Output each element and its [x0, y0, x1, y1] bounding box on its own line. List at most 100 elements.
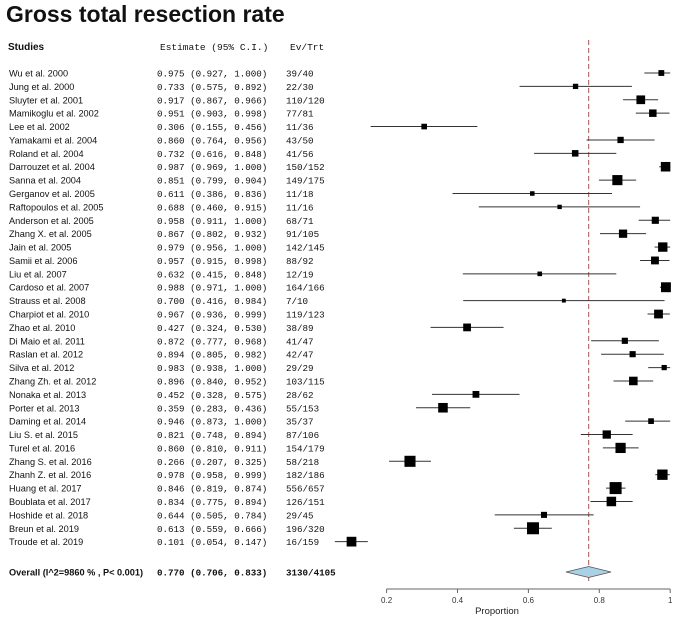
study-estimate: 0.894 (0.805, 0.982) — [157, 350, 267, 361]
study-point-marker — [658, 242, 668, 252]
study-estimate: 0.611 (0.386, 0.836) — [157, 189, 267, 200]
study-events: 29/29 — [286, 363, 314, 374]
study-events: 7/10 — [286, 296, 308, 307]
study-events: 103/115 — [286, 376, 325, 387]
study-events: 556/657 — [286, 484, 325, 495]
study-point-marker — [649, 109, 657, 117]
study-estimate: 0.846 (0.819, 0.874) — [157, 484, 267, 495]
study-point-marker — [615, 442, 626, 454]
study-estimate: 0.957 (0.915, 0.998) — [157, 256, 267, 267]
study-point-marker — [609, 482, 622, 495]
study-point-marker — [654, 309, 663, 319]
study-events: 110/120 — [286, 95, 325, 106]
study-point-marker — [636, 95, 646, 105]
study-estimate: 0.306 (0.155, 0.456) — [157, 122, 267, 133]
study-events: 58/218 — [286, 457, 319, 468]
study-events: 154/179 — [286, 443, 325, 454]
study-point-marker — [618, 229, 628, 238]
study-name: Anderson et al. 2005 — [9, 216, 94, 226]
study-events: 77/81 — [286, 109, 314, 120]
study-name: Mamikoglu et al. 2002 — [9, 109, 99, 119]
study-events: 88/92 — [286, 256, 314, 267]
study-name: Yamakami et al. 2004 — [9, 135, 97, 145]
study-point-marker — [561, 298, 566, 303]
study-estimate: 0.644 (0.505, 0.784) — [157, 510, 267, 521]
study-point-marker — [527, 522, 540, 535]
study-estimate: 0.951 (0.903, 0.998) — [157, 109, 267, 120]
study-events: 11/36 — [286, 122, 314, 133]
x-axis-tick-label: 0.8 — [594, 596, 606, 605]
study-estimate: 0.452 (0.328, 0.575) — [157, 390, 267, 401]
study-estimate: 0.821 (0.748, 0.894) — [157, 430, 267, 441]
study-name: Boublata et al. 2017 — [9, 497, 91, 507]
study-name: Sluyter et al. 2001 — [9, 95, 83, 105]
study-events: 42/47 — [286, 350, 314, 361]
study-events: 22/30 — [286, 82, 314, 93]
header-events: Ev/Trt — [290, 42, 324, 53]
study-estimate: 0.632 (0.415, 0.848) — [157, 269, 267, 280]
header-studies: Studies — [8, 42, 45, 53]
study-estimate: 0.867 (0.802, 0.932) — [157, 229, 267, 240]
study-name: Di Maio et al. 2011 — [9, 336, 85, 346]
study-estimate: 0.967 (0.936, 0.999) — [157, 310, 267, 321]
study-name: Breun et al. 2019 — [9, 524, 79, 534]
study-events: 11/16 — [286, 202, 314, 213]
x-axis-tick-label: 0.6 — [523, 596, 535, 605]
x-axis-tick-label: 0.2 — [381, 596, 393, 605]
x-axis-tick-label: 1 — [668, 596, 673, 605]
study-estimate: 0.266 (0.207, 0.325) — [157, 457, 267, 468]
study-point-marker — [404, 455, 416, 467]
study-name: Zhang Zh. et al. 2012 — [9, 376, 96, 386]
study-events: 39/40 — [286, 69, 314, 80]
study-point-marker — [463, 323, 471, 332]
study-name: Wu et al. 2000 — [9, 69, 68, 79]
study-point-marker — [557, 204, 562, 210]
study-events: 68/71 — [286, 216, 314, 227]
study-estimate: 0.733 (0.575, 0.892) — [157, 82, 267, 93]
study-events: 38/89 — [286, 323, 314, 334]
study-estimate: 0.958 (0.911, 1.000) — [157, 216, 267, 227]
chart-title: Gross total resection rate — [6, 1, 285, 27]
study-events: 16/159 — [286, 537, 319, 548]
study-name: Cardoso et al. 2007 — [9, 283, 89, 293]
overall-events: 3130/4105 — [286, 568, 336, 579]
study-name: Zhanh Z. et al. 2016 — [9, 470, 91, 480]
study-name: Strauss et al. 2008 — [9, 296, 86, 306]
study-point-marker — [661, 364, 667, 371]
study-point-marker — [651, 256, 659, 265]
study-estimate: 0.359 (0.283, 0.436) — [157, 403, 267, 414]
study-point-marker — [571, 150, 579, 157]
study-estimate: 0.988 (0.971, 1.000) — [157, 283, 267, 294]
study-point-marker — [606, 496, 617, 507]
study-point-marker — [530, 191, 535, 196]
study-name: Porter et al. 2013 — [9, 403, 79, 413]
study-point-marker — [657, 469, 668, 480]
study-name: Jung et al. 2000 — [9, 82, 74, 92]
study-events: 164/166 — [286, 283, 325, 294]
study-name: Troude et al. 2019 — [9, 537, 83, 547]
study-estimate: 0.732 (0.616, 0.848) — [157, 149, 267, 160]
study-point-marker — [658, 70, 665, 76]
study-estimate: 0.896 (0.840, 0.952) — [157, 376, 267, 387]
study-events: 126/151 — [286, 497, 325, 508]
study-estimate: 0.101 (0.054, 0.147) — [157, 537, 267, 548]
study-name: Lee et al. 2002 — [9, 122, 70, 132]
study-point-marker — [660, 161, 671, 172]
study-estimate: 0.983 (0.938, 1.000) — [157, 363, 267, 374]
study-events: 150/152 — [286, 162, 325, 173]
study-estimate: 0.946 (0.873, 1.000) — [157, 417, 267, 428]
header-estimate: Estimate (95% C.I.) — [160, 42, 268, 53]
study-name: Liu S. et al. 2015 — [9, 430, 78, 440]
overall-estimate: 0.770 (0.706, 0.833) — [157, 568, 267, 579]
study-name: Hoshide et al. 2018 — [9, 510, 88, 520]
study-events: 149/175 — [286, 176, 325, 187]
study-name: Liu et al. 2007 — [9, 269, 67, 279]
study-name: Gerganov et al. 2005 — [9, 189, 95, 199]
study-name: Darrouzet et al. 2004 — [9, 162, 95, 172]
overall-diamond — [565, 566, 612, 578]
study-point-marker — [617, 136, 624, 144]
study-events: 11/18 — [286, 189, 314, 200]
study-events: 41/56 — [286, 149, 314, 160]
